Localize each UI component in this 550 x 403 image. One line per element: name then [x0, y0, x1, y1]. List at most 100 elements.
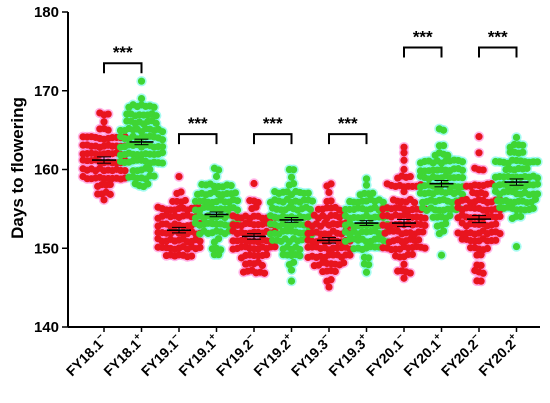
- data-point: [327, 276, 335, 284]
- data-point: [421, 221, 429, 230]
- y-tick-label: 170: [34, 83, 59, 100]
- data-point: [121, 167, 129, 175]
- y-tick-label: 160: [34, 162, 59, 179]
- data-point: [419, 228, 427, 236]
- data-point: [458, 174, 467, 182]
- data-point: [400, 143, 408, 151]
- data-point: [458, 190, 467, 199]
- significance-label: ***: [338, 114, 358, 133]
- significance-label: ***: [263, 114, 283, 133]
- data-point: [533, 174, 542, 182]
- data-point: [250, 179, 258, 188]
- data-point: [150, 103, 158, 111]
- data-point: [287, 277, 296, 285]
- data-point: [400, 149, 408, 157]
- data-point: [158, 159, 167, 167]
- data-point: [258, 261, 266, 270]
- data-point: [290, 179, 298, 188]
- data-point: [415, 236, 423, 244]
- data-point: [519, 141, 527, 149]
- data-point: [290, 258, 298, 266]
- data-point: [287, 266, 296, 274]
- data-point: [512, 133, 521, 142]
- y-tick-label: 140: [34, 319, 59, 336]
- significance-bracket: [478, 46, 518, 58]
- data-point: [512, 242, 521, 251]
- data-point: [523, 164, 531, 173]
- data-point: [458, 166, 467, 174]
- data-point: [477, 261, 485, 270]
- data-point: [304, 189, 312, 197]
- data-point: [215, 235, 223, 243]
- data-point: [254, 198, 262, 207]
- data-point: [327, 197, 335, 205]
- data-point: [340, 259, 348, 267]
- data-point: [146, 165, 154, 174]
- data-point: [362, 175, 371, 183]
- data-point: [308, 197, 317, 205]
- data-point: [188, 252, 196, 260]
- data-point: [181, 196, 189, 205]
- data-point: [290, 166, 298, 174]
- data-point: [362, 181, 371, 189]
- significance-label: ***: [488, 27, 508, 46]
- data-point: [331, 267, 339, 276]
- data-point: [233, 197, 242, 205]
- data-point: [406, 269, 414, 277]
- data-point: [496, 212, 504, 220]
- data-point: [475, 133, 483, 141]
- data-point: [444, 151, 452, 160]
- data-point: [296, 245, 304, 254]
- data-point: [440, 227, 448, 235]
- x-tick-label: FY20.2+: [475, 331, 523, 379]
- data-point: [152, 112, 160, 120]
- significance-label: ***: [188, 114, 208, 133]
- y-tick-label: 150: [34, 240, 59, 257]
- data-point: [152, 119, 160, 127]
- y-tick-label: 180: [34, 4, 59, 21]
- data-point: [400, 165, 408, 173]
- significance-bracket: [328, 133, 368, 145]
- data-point: [325, 283, 333, 291]
- data-point: [104, 126, 112, 134]
- data-point: [137, 94, 146, 103]
- data-point: [217, 246, 225, 254]
- mean-sem-layer: [92, 138, 529, 244]
- significance-label: ***: [413, 27, 433, 46]
- data-point: [440, 141, 448, 150]
- data-point: [362, 268, 371, 276]
- data-point: [212, 172, 221, 181]
- data-point: [287, 173, 296, 181]
- data-point: [421, 214, 429, 222]
- significance-bracket: [178, 133, 218, 145]
- data-point: [196, 237, 204, 245]
- data-point: [406, 172, 414, 181]
- data-point: [227, 182, 235, 190]
- data-point: [158, 136, 167, 144]
- data-point: [325, 188, 333, 197]
- data-point: [106, 190, 114, 198]
- significance-bracket: [253, 133, 293, 145]
- data-point: [519, 148, 527, 156]
- data-point: [529, 204, 537, 212]
- data-point: [233, 206, 242, 214]
- data-point: [446, 212, 454, 220]
- data-point: [442, 219, 450, 228]
- data-point: [231, 189, 239, 197]
- data-point: [533, 180, 542, 188]
- data-point: [458, 158, 467, 166]
- data-point: [410, 199, 419, 207]
- data-point: [492, 220, 500, 228]
- data-point: [496, 230, 504, 238]
- data-point: [196, 243, 204, 252]
- data-point: [263, 251, 271, 259]
- data-point: [533, 158, 542, 166]
- data-point: [437, 251, 446, 259]
- data-point: [479, 269, 487, 277]
- data-point: [400, 156, 408, 164]
- data-point: [365, 261, 373, 269]
- data-point: [137, 77, 146, 85]
- data-point: [400, 260, 408, 268]
- data-point: [100, 118, 108, 126]
